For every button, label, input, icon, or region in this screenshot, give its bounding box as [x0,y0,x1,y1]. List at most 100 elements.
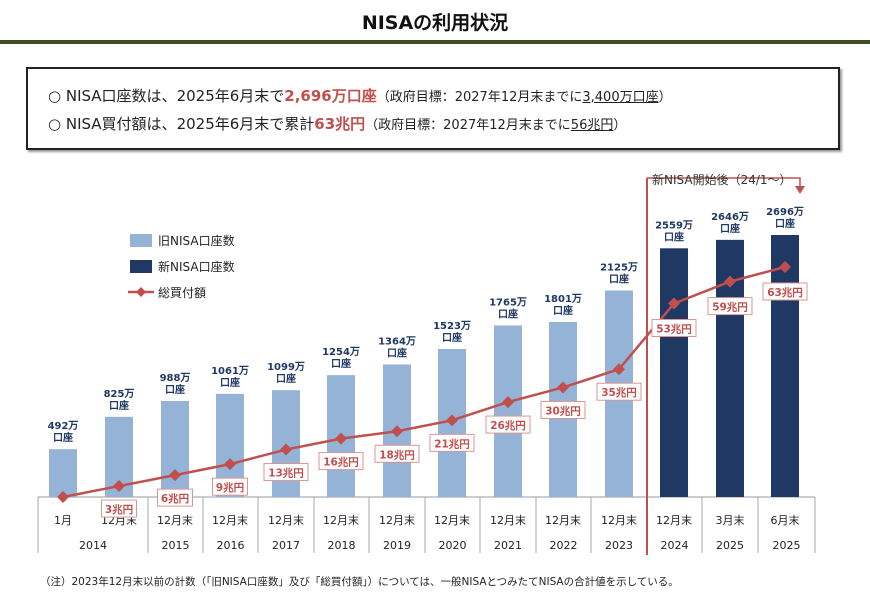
year-label: 2016 [217,539,245,552]
summary-target: 56兆円 [570,118,614,133]
legend-label: 総買付額 [158,286,206,300]
bar-label: 口座 [109,399,129,412]
x-tick-label: 12月末 [379,513,415,527]
data-label-box [263,463,309,482]
bar-label: 口座 [276,372,296,385]
summary-purchases: ○ NISA買付額は、2025年6月末で累計63兆円（政府目標：2027年12月… [48,111,838,139]
bar-label: 2125万 [600,261,638,273]
legend-label: 旧NISA口座数 [158,233,235,248]
bar-label: 口座 [331,357,351,370]
year-label: 2023 [605,539,633,552]
data-label-box [374,444,420,463]
year-label: 2020 [439,539,467,552]
summary-note: （政府目標：2027年12月末までに [376,90,583,105]
line-label: 16兆円 [323,456,359,469]
bar-label: 口座 [498,307,518,320]
x-tick-label: 12月末 [601,513,637,527]
data-label-box [429,433,475,452]
data-label-box [540,400,586,419]
bar [494,325,522,497]
data-label-box [651,319,697,338]
line-label: 13兆円 [268,467,304,480]
bar-label: 口座 [387,346,407,359]
data-label-box [318,452,364,471]
year-label: 2021 [494,539,522,552]
line-point [391,425,403,438]
line-point [557,381,569,394]
summary-highlight: 2,696万口座 [284,87,377,105]
data-label-box [762,282,808,301]
x-tick-label: 12月末 [212,513,248,527]
footnote: （注）2023年12月末以前の計数（「旧NISA口座数」及び「総買付額」）につい… [40,576,679,588]
line-point [113,480,125,493]
line-label: 6兆円 [161,492,189,505]
legend-swatch [130,260,152,273]
annotation-bracket [647,177,801,188]
line-point [446,414,458,427]
summary-text: ○ NISA買付額は、2025年6月末で累計 [48,115,315,133]
line-series [62,265,786,499]
bar [49,449,77,497]
x-tick-label: 6月末 [771,513,800,527]
line-label: 3兆円 [105,503,133,516]
bar-label: 1523万 [433,320,471,332]
bar-label: 1765万 [489,296,527,308]
year-label: 2014 [79,539,107,552]
bar-label: 1061万 [211,365,249,377]
line-point [280,443,292,456]
x-tick-label: 12月末 [268,513,304,527]
line-point [613,363,625,376]
bar-label: 口座 [53,431,73,444]
page-title: NISAの利用状況 [361,12,509,34]
line-label: 21兆円 [434,437,470,450]
bar-label: 1254万 [322,346,360,358]
line-label: 63兆円 [767,286,803,299]
bar [161,400,189,497]
summary-text: ○ NISA口座数は、2025年6月末で [48,87,285,105]
line-label: 35兆円 [601,386,637,399]
bar-label: 988万 [160,372,191,384]
line-label: 30兆円 [545,404,581,417]
nisa-chart: 1月 12月末 12月末 12月末 12月末 12月末 12月末 12月末 12月末 12月末 12… [37,172,816,555]
title-rule [0,40,870,44]
bar-label: 2646万 [711,211,749,223]
data-label-box [157,488,193,507]
summary-note-end: ） [658,90,672,105]
x-tick-label: 12月末 [434,513,470,527]
bar-label: 492万 [48,420,79,432]
bar-label: 口座 [165,383,185,396]
bar [660,248,688,497]
legend-marker [136,287,146,297]
line-point [779,261,791,273]
summary-note: （政府目標：2027年12月末までに [365,118,571,133]
bar-label: 口座 [220,376,240,389]
annotation-text: 新NISA開始後（24/1～） [652,172,792,187]
bar-label: 2696万 [766,206,804,218]
line-point [502,396,514,409]
x-tick-label: 12月末 [490,513,526,527]
bar-label: 1099万 [267,361,305,373]
year-label: 2019 [383,539,411,552]
summary-highlight: 63兆円 [314,115,366,133]
line-point [57,491,69,503]
legend-swatch [130,234,152,247]
year-label: 2017 [272,539,300,552]
arrow-icon [795,186,805,194]
summary-note-end: ） [613,118,627,133]
x-tick-label: 12月末 [656,513,692,527]
line-point [668,297,680,310]
summary-box: ○ NISA口座数は、2025年6月末で2,696万口座（政府目標：2027年1… [26,67,840,150]
bar [771,235,799,497]
bar-label: 口座 [664,230,684,243]
line-label: 53兆円 [656,323,692,336]
year-label: 2022 [550,539,578,552]
data-label-box [485,415,531,434]
line-point [724,275,736,288]
bar-label: 825万 [104,388,135,400]
year-label: 2015 [162,539,190,552]
data-label-box [212,477,248,496]
year-label: 2025 [773,539,801,552]
bar-label: 口座 [609,272,629,285]
year-label: 2025 [716,539,744,552]
x-tick-label: 1月 [54,514,72,527]
